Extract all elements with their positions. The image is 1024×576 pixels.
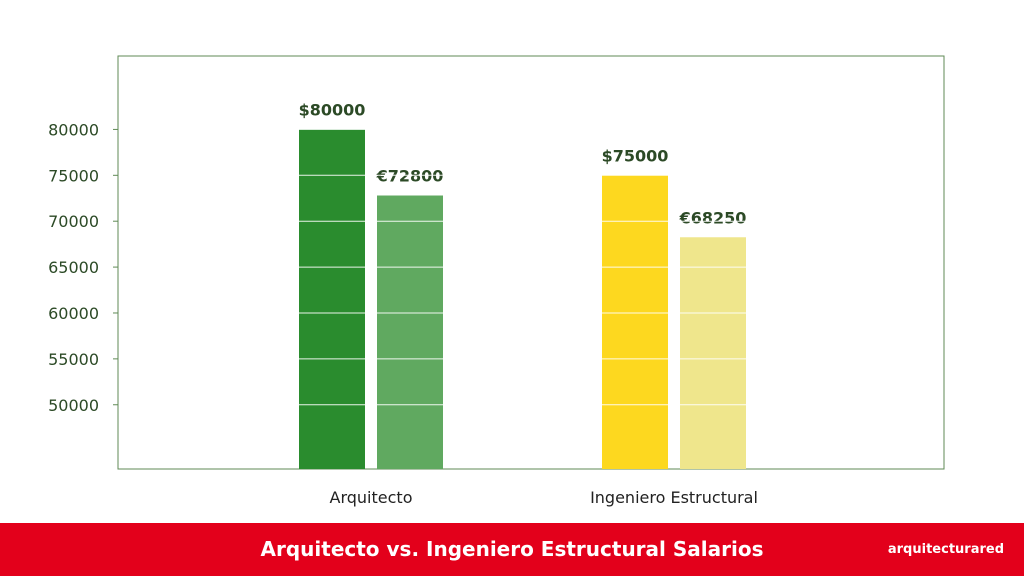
footer-banner: Arquitecto vs. Ingeniero Estructural Sal… bbox=[0, 523, 1024, 576]
x-category-label: Ingeniero Estructural bbox=[590, 488, 758, 507]
bar bbox=[680, 237, 746, 469]
y-tick-label: 50000 bbox=[48, 396, 99, 415]
data-label: $75000 bbox=[602, 146, 669, 165]
data-label: $80000 bbox=[299, 100, 366, 119]
bar bbox=[602, 175, 668, 470]
y-tick-label: 75000 bbox=[48, 166, 99, 185]
chart-title: Arquitecto vs. Ingeniero Estructural Sal… bbox=[260, 537, 764, 561]
plot-frame bbox=[117, 55, 945, 470]
x-category-label: Arquitecto bbox=[330, 488, 413, 507]
y-tick-label: 80000 bbox=[48, 120, 99, 139]
y-tick-label: 55000 bbox=[48, 350, 99, 369]
bar-chart: 50000 55000 60000 65000 70000 75000 80000 $8000… bbox=[48, 55, 945, 507]
brand-logo: arquitecturared bbox=[887, 542, 1004, 557]
bar bbox=[377, 195, 443, 469]
y-tick-label: 65000 bbox=[48, 258, 99, 277]
data-label: €72800 bbox=[376, 167, 444, 186]
y-tick-label: 70000 bbox=[48, 212, 99, 231]
data-label: €68250 bbox=[679, 208, 747, 227]
bar bbox=[299, 129, 365, 469]
y-tick-label: 60000 bbox=[48, 304, 99, 323]
